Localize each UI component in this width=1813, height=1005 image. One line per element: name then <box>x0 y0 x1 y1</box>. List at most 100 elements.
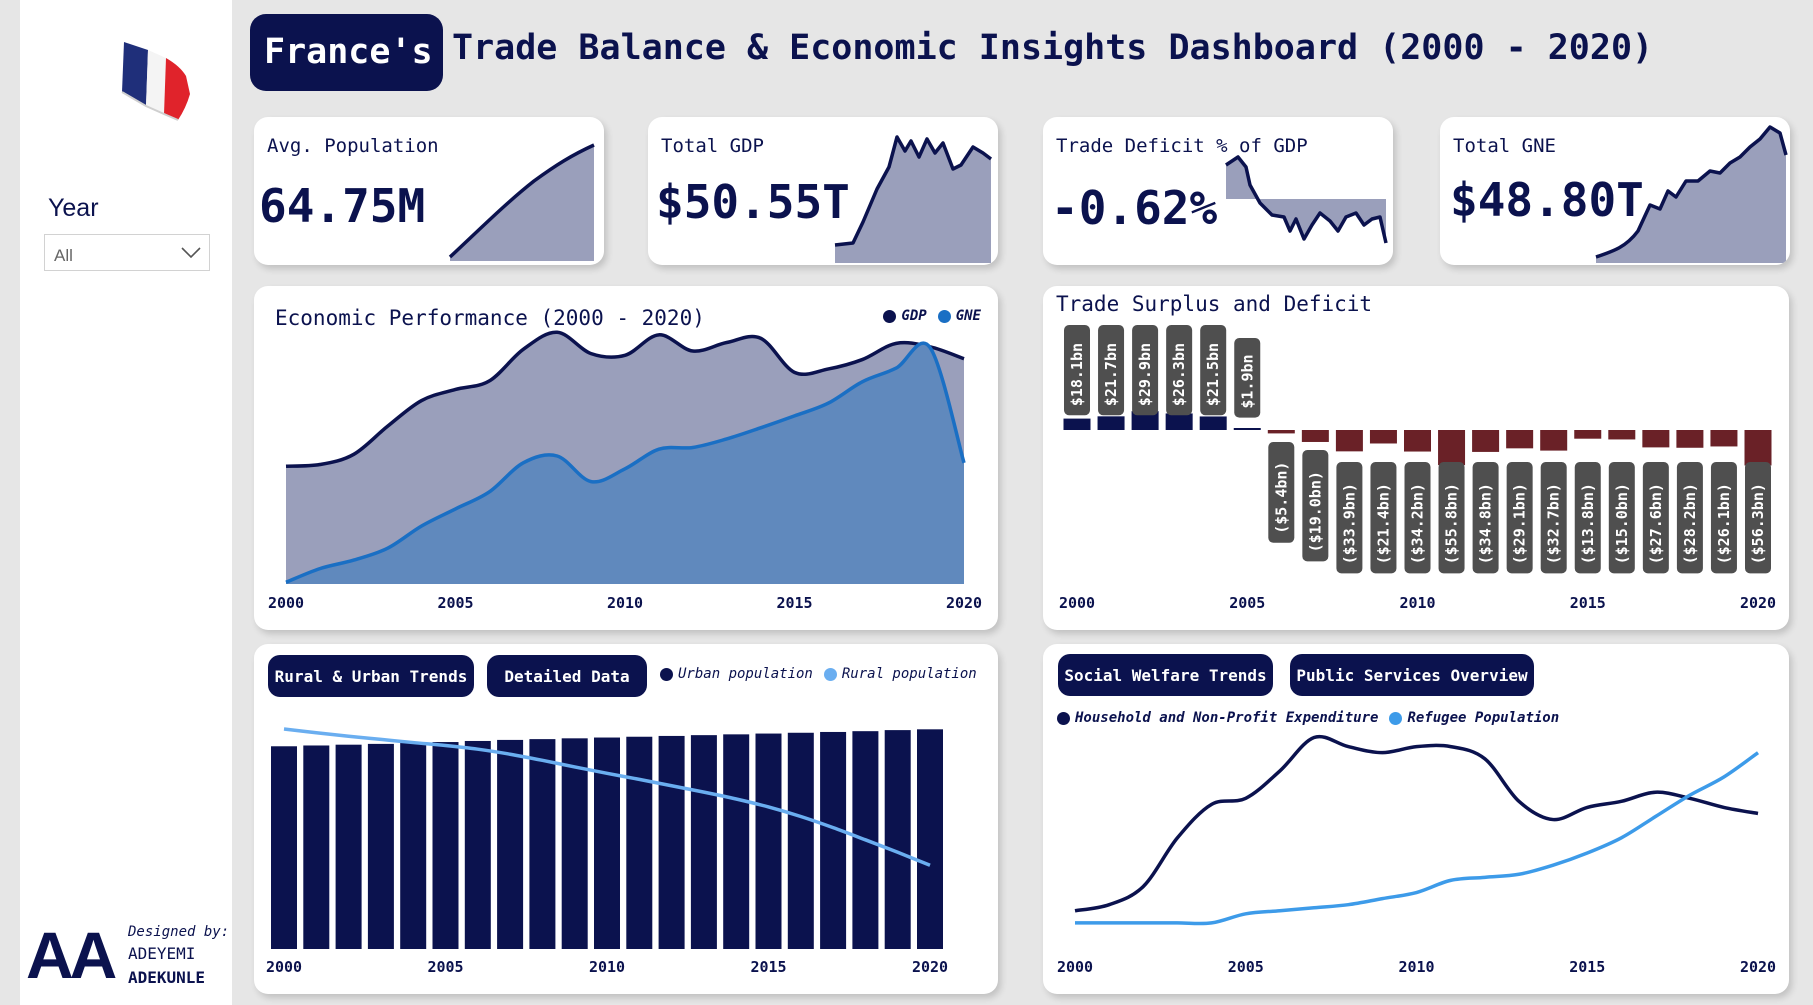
data-label-box <box>1540 462 1567 574</box>
kpi-label: Total GDP <box>661 135 764 157</box>
urban-population-bar <box>755 733 782 949</box>
tab-detailed-data[interactable]: Detailed Data <box>487 655 647 697</box>
x-tick-label: 2015 <box>750 958 786 976</box>
trade-bar <box>1642 430 1670 448</box>
urban-population-bar <box>464 740 491 949</box>
data-label-box <box>1268 442 1295 543</box>
trade-bar <box>1540 430 1568 451</box>
designer-last-name: ADEKUNLE <box>128 968 206 987</box>
legend-refugee: Refugee Population <box>1407 710 1560 726</box>
year-dropdown-value: All <box>54 246 73 265</box>
legend-urban: Urban population <box>678 666 813 682</box>
kpi-card-gne[interactable]: Total GNE $48.80T <box>1440 117 1790 265</box>
trade-data-label: $1.9bn <box>1238 354 1256 408</box>
urban-population-bar <box>497 739 524 949</box>
year-dropdown[interactable]: All <box>44 234 210 271</box>
gdp-sparkline <box>834 135 993 263</box>
data-label-box <box>1132 325 1159 416</box>
data-label-box <box>1064 325 1090 416</box>
urban-population-bar <box>917 729 943 949</box>
social-welfare-card: Social Welfare Trends Public Services Ov… <box>1043 644 1789 994</box>
x-tick-label: 2010 <box>1399 594 1435 612</box>
trade-bar <box>1131 411 1159 430</box>
page-title: Trade Balance & Economic Insights Dashbo… <box>452 28 1654 68</box>
trade-bar <box>1438 430 1466 466</box>
kpi-card-gdp[interactable]: Total GDP $50.55T <box>648 117 998 265</box>
trade-data-label: $21.5bn <box>1204 343 1222 406</box>
kpi-card-trade-deficit[interactable]: Trade Deficit % of GDP -0.62% <box>1043 117 1393 265</box>
trade-data-label: ($33.9bn) <box>1340 483 1358 564</box>
trade-data-label: ($26.1bn) <box>1715 483 1733 564</box>
trade-data-label: ($28.2bn) <box>1681 483 1699 564</box>
legend-gne: GNE <box>955 308 981 324</box>
kpi-value: 64.75M <box>259 179 426 233</box>
x-tick-label: 2005 <box>427 958 463 976</box>
kpi-value: $48.80T <box>1450 173 1644 227</box>
tab-public-services-overview[interactable]: Public Services Overview <box>1290 654 1534 696</box>
data-label-box <box>1438 462 1465 574</box>
population-sparkline <box>448 143 595 261</box>
urban-population-bar <box>626 736 653 949</box>
trade-data-label: ($34.2bn) <box>1409 483 1427 564</box>
urban-population-bar <box>367 743 394 949</box>
trade-data-label: ($29.1bn) <box>1511 483 1529 564</box>
data-label-box <box>1472 462 1499 574</box>
kpi-card-population[interactable]: Avg. Population 64.75M <box>254 117 604 265</box>
series-area-gne <box>286 343 964 584</box>
urban-population-bar <box>432 742 459 949</box>
data-label-box <box>1745 462 1771 574</box>
data-label-box <box>1676 462 1703 574</box>
data-label-box <box>1370 462 1397 574</box>
x-tick-label: 2020 <box>1740 594 1776 612</box>
x-tick-label: 2015 <box>776 594 812 612</box>
trade-deficit-sparkline <box>1225 155 1388 244</box>
trade-data-label: ($13.8bn) <box>1579 483 1597 564</box>
trade-data-label: ($32.7bn) <box>1545 483 1563 564</box>
designed-by-label: Designed by: <box>128 924 230 940</box>
x-tick-label: 2020 <box>1740 958 1776 976</box>
trade-bar <box>1744 430 1772 466</box>
trade-bar <box>1608 430 1636 440</box>
france-flag-icon <box>121 42 190 121</box>
tab-rural-urban-trends[interactable]: Rural & Urban Trends <box>268 655 474 697</box>
kpi-label: Trade Deficit % of GDP <box>1056 135 1308 157</box>
x-tick-label: 2005 <box>1229 594 1265 612</box>
urban-population-bar <box>594 737 620 949</box>
trade-bar <box>1301 430 1329 442</box>
x-tick-label: 2000 <box>266 958 302 976</box>
rural-urban-chart: 2000 2005 2010 2015 2020 <box>266 727 948 976</box>
sidebar: Year All AA Designed by: ADEYEMI ADEKUNL… <box>20 0 232 1005</box>
trade-bar <box>1710 430 1738 447</box>
x-tick-label: 2000 <box>1057 958 1093 976</box>
x-tick-label: 2010 <box>589 958 625 976</box>
data-label-box <box>1642 462 1669 574</box>
trade-data-label: $26.3bn <box>1170 343 1188 406</box>
year-filter-label: Year <box>48 194 99 222</box>
data-label-box <box>1234 338 1261 418</box>
title-highlight: France's <box>250 14 443 91</box>
urban-population-bar <box>658 735 685 949</box>
x-tick-label: 2005 <box>437 594 473 612</box>
x-tick-label: 2015 <box>1569 958 1605 976</box>
trade-data-label: ($21.4bn) <box>1374 483 1392 564</box>
kpi-value: $50.55T <box>656 175 850 229</box>
legend-dot <box>1389 711 1403 725</box>
x-tick-label: 2000 <box>1059 594 1095 612</box>
kpi-label: Total GNE <box>1453 135 1556 157</box>
urban-population-bar <box>400 742 427 949</box>
trade-bar <box>1199 416 1227 430</box>
trade-data-label: ($56.3bn) <box>1749 483 1767 564</box>
tab-social-welfare-trends[interactable]: Social Welfare Trends <box>1058 654 1273 696</box>
trade-data-label: ($5.4bn) <box>1272 462 1290 534</box>
economic-legend: GDP GNE <box>883 308 981 324</box>
trade-bar <box>1097 416 1125 430</box>
legend-rural: Rural population <box>841 666 977 682</box>
legend-dot <box>937 309 951 323</box>
series-line-gne <box>285 341 966 584</box>
data-label-box <box>1098 325 1125 416</box>
population-legend: Urban population Rural population <box>660 666 977 682</box>
x-tick-label: 2020 <box>912 958 948 976</box>
economic-chart-title: Economic Performance (2000 - 2020) <box>275 306 705 330</box>
rural-population-line <box>283 727 931 867</box>
trade-data-label: ($34.8bn) <box>1477 483 1495 564</box>
